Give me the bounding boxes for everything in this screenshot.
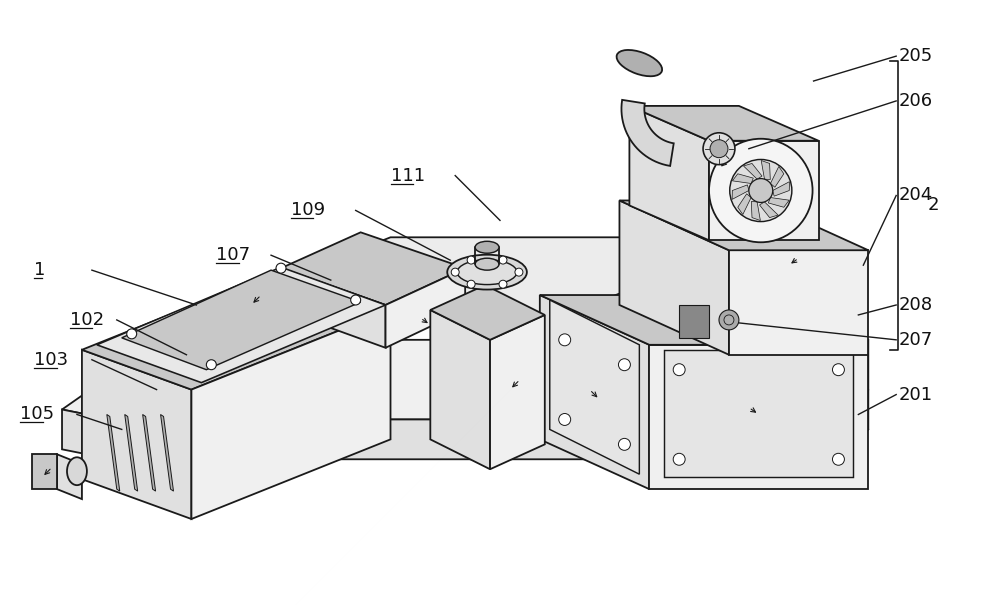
Polygon shape	[619, 200, 729, 355]
Text: 205: 205	[898, 47, 932, 65]
Text: 105: 105	[20, 405, 54, 424]
Polygon shape	[125, 414, 138, 491]
Polygon shape	[122, 270, 361, 370]
Polygon shape	[768, 198, 789, 208]
Circle shape	[730, 160, 792, 221]
Text: 103: 103	[34, 351, 68, 368]
Polygon shape	[430, 285, 545, 340]
Polygon shape	[97, 267, 386, 382]
Polygon shape	[490, 315, 545, 469]
Polygon shape	[679, 305, 709, 338]
Circle shape	[499, 280, 507, 288]
Circle shape	[673, 364, 685, 376]
Circle shape	[709, 139, 813, 242]
Polygon shape	[629, 106, 709, 240]
Circle shape	[559, 413, 571, 425]
Circle shape	[703, 132, 735, 165]
Circle shape	[749, 178, 773, 203]
Circle shape	[832, 453, 844, 465]
Polygon shape	[82, 350, 191, 519]
Polygon shape	[732, 185, 749, 200]
Polygon shape	[161, 414, 174, 491]
Circle shape	[206, 360, 216, 370]
Polygon shape	[550, 300, 639, 474]
Polygon shape	[107, 414, 120, 491]
Polygon shape	[82, 270, 391, 390]
Ellipse shape	[475, 241, 499, 253]
Circle shape	[673, 453, 685, 465]
Circle shape	[467, 256, 475, 264]
Polygon shape	[649, 345, 868, 489]
Circle shape	[618, 359, 630, 371]
Circle shape	[618, 439, 630, 450]
Circle shape	[351, 295, 361, 305]
Circle shape	[276, 263, 286, 273]
Polygon shape	[62, 390, 868, 459]
Polygon shape	[732, 174, 753, 183]
Polygon shape	[57, 454, 82, 499]
Polygon shape	[62, 340, 868, 419]
Polygon shape	[709, 141, 819, 240]
Polygon shape	[761, 160, 770, 180]
Polygon shape	[664, 350, 853, 477]
Polygon shape	[430, 310, 490, 469]
Text: 109: 109	[291, 201, 325, 220]
Text: 102: 102	[70, 311, 104, 329]
Text: 208: 208	[898, 296, 932, 314]
Circle shape	[559, 334, 571, 346]
Circle shape	[127, 329, 137, 339]
Polygon shape	[281, 268, 386, 348]
Polygon shape	[143, 414, 156, 491]
Ellipse shape	[67, 457, 87, 485]
Circle shape	[451, 268, 459, 276]
Polygon shape	[540, 295, 649, 489]
Text: 201: 201	[898, 385, 932, 404]
Text: 207: 207	[898, 331, 932, 349]
Polygon shape	[191, 310, 391, 519]
Circle shape	[719, 310, 739, 330]
Polygon shape	[773, 182, 789, 196]
Text: 2: 2	[928, 197, 940, 214]
Polygon shape	[540, 295, 868, 345]
Polygon shape	[619, 200, 868, 250]
Circle shape	[832, 364, 844, 376]
Circle shape	[499, 256, 507, 264]
Circle shape	[724, 315, 734, 325]
Text: 111: 111	[391, 166, 425, 185]
Polygon shape	[281, 232, 465, 305]
Polygon shape	[32, 454, 57, 489]
Text: 107: 107	[216, 246, 250, 264]
Polygon shape	[743, 163, 762, 179]
Polygon shape	[193, 237, 764, 315]
Polygon shape	[386, 268, 465, 348]
Circle shape	[515, 268, 523, 276]
Polygon shape	[770, 166, 784, 187]
Polygon shape	[729, 250, 868, 355]
Polygon shape	[738, 194, 751, 215]
Circle shape	[710, 140, 728, 158]
Polygon shape	[760, 202, 778, 218]
Ellipse shape	[617, 50, 662, 76]
Circle shape	[467, 280, 475, 288]
Text: 206: 206	[898, 92, 932, 110]
Ellipse shape	[475, 258, 499, 270]
Text: 204: 204	[898, 186, 932, 204]
Ellipse shape	[457, 260, 517, 284]
Polygon shape	[621, 100, 674, 166]
Ellipse shape	[447, 255, 527, 290]
Text: 1: 1	[34, 261, 46, 279]
Polygon shape	[751, 201, 760, 221]
Polygon shape	[629, 106, 819, 141]
